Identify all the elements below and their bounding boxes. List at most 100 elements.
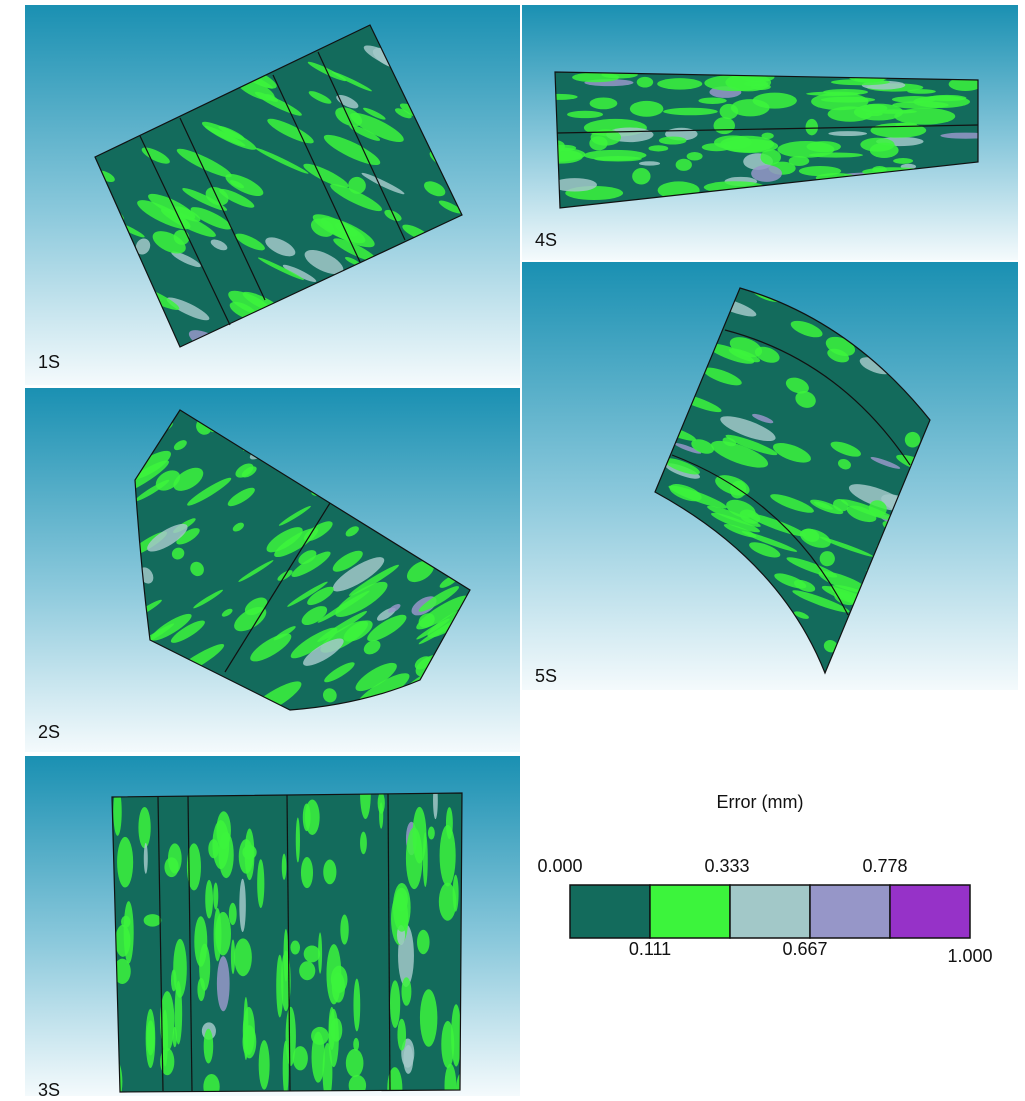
blotch <box>572 72 619 82</box>
blotch <box>687 152 703 161</box>
blotch <box>893 158 913 164</box>
blotch <box>659 137 687 145</box>
blotch <box>234 938 252 976</box>
blotch <box>205 880 213 919</box>
blotch <box>146 1020 154 1055</box>
legend-swatch <box>650 885 730 938</box>
blotch <box>323 859 336 884</box>
blotch <box>894 108 955 125</box>
blotch <box>231 939 235 974</box>
blotch <box>720 104 739 119</box>
blotch <box>760 149 781 165</box>
legend-title: Error (mm) <box>717 792 804 812</box>
blotch <box>304 945 320 962</box>
blotch <box>215 912 231 956</box>
blotch <box>441 1021 454 1068</box>
blotch <box>828 131 867 136</box>
legend-label: 0.778 <box>862 856 907 876</box>
blotch <box>346 1049 364 1077</box>
blotch <box>751 165 782 182</box>
panel-label: 2S <box>38 722 60 742</box>
blotch <box>702 143 732 151</box>
blotch <box>194 916 207 967</box>
blotch <box>229 903 237 925</box>
blotch <box>282 854 287 880</box>
blotch <box>212 820 229 869</box>
blotch <box>164 857 178 877</box>
blotch <box>406 827 423 889</box>
blotch <box>866 112 883 116</box>
legend-label: 0.111 <box>629 939 671 959</box>
blotch <box>121 916 131 928</box>
blotch <box>428 827 435 840</box>
legend-swatch <box>890 885 970 938</box>
blotch <box>331 1018 343 1042</box>
legend: 0.0000.1110.3330.6670.7781.000 <box>537 856 992 966</box>
blotch <box>301 857 313 888</box>
blotch <box>242 1025 256 1058</box>
blotch <box>239 879 246 932</box>
blotch <box>698 97 726 103</box>
legend-label: 0.333 <box>704 856 749 876</box>
blotch <box>360 832 367 855</box>
blotch <box>648 145 668 151</box>
blotch <box>806 141 840 152</box>
blotch <box>171 969 177 991</box>
blotch <box>401 977 411 1006</box>
blotch <box>676 159 692 171</box>
blotch <box>870 143 899 158</box>
legend-label: 0.000 <box>537 856 582 876</box>
blotch <box>913 96 970 108</box>
blotch <box>144 843 148 874</box>
blotch <box>630 101 664 117</box>
blotch <box>290 941 300 955</box>
blotch <box>821 97 875 103</box>
blotch <box>117 837 133 888</box>
blotch <box>390 980 400 1028</box>
blotch <box>828 106 873 121</box>
blotch <box>823 89 868 95</box>
blotch <box>124 901 134 963</box>
blotch <box>305 800 320 835</box>
blotch <box>907 89 936 94</box>
blotch <box>257 859 264 908</box>
blotch <box>197 978 205 1001</box>
blotch <box>296 817 300 862</box>
figure: 1S 2S 3S 4S 5S Error (mm) 0.0000.1110.33… <box>0 0 1025 1101</box>
blotch <box>245 829 255 881</box>
blotch <box>440 825 456 887</box>
blotch <box>340 915 348 945</box>
blotch <box>353 979 360 1032</box>
blotch <box>283 1041 289 1097</box>
blotch <box>393 883 411 932</box>
panel-label: 1S <box>38 352 60 372</box>
panel-label: 5S <box>535 666 557 686</box>
blotch <box>567 111 603 118</box>
blotch <box>138 807 150 848</box>
blotch <box>379 802 383 829</box>
legend-swatch <box>730 885 810 938</box>
blotch <box>332 973 345 1003</box>
blotch <box>663 108 718 115</box>
blotch <box>639 161 660 165</box>
blotch <box>594 156 642 161</box>
blotch <box>311 1027 329 1045</box>
blotch <box>420 989 437 1047</box>
blotch <box>806 119 818 135</box>
blotch <box>353 1038 359 1051</box>
blotch <box>397 1019 406 1051</box>
blotch <box>657 78 702 89</box>
blotch <box>259 1040 270 1090</box>
blotch <box>213 882 218 909</box>
blotch <box>417 930 430 954</box>
blotch <box>590 97 618 109</box>
legend-label: 1.000 <box>947 946 992 966</box>
blotch <box>744 81 768 87</box>
blotch <box>714 117 735 134</box>
panel-label: 4S <box>535 230 557 250</box>
blotch <box>144 914 162 927</box>
blotch <box>299 961 315 980</box>
blotch <box>204 1029 214 1064</box>
legend-swatch <box>570 885 650 938</box>
blotch <box>637 77 653 88</box>
